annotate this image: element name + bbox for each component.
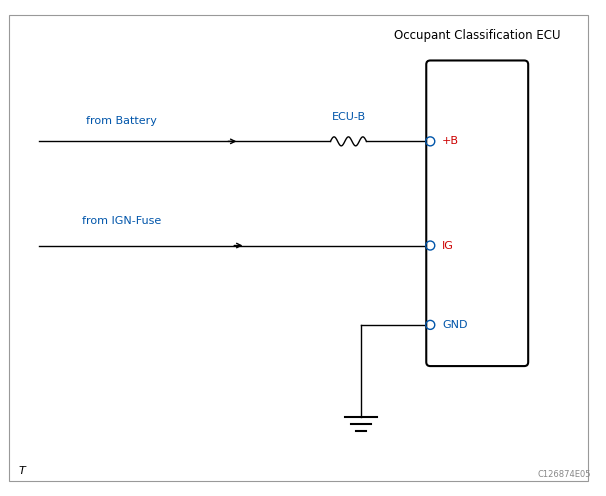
Text: from IGN-Fuse: from IGN-Fuse <box>82 216 161 226</box>
Text: ECU-B: ECU-B <box>331 112 365 122</box>
Text: from Battery: from Battery <box>86 117 156 126</box>
Text: T: T <box>18 466 25 476</box>
Text: +B: +B <box>442 136 459 146</box>
Text: IG: IG <box>442 241 454 250</box>
Text: Occupant Classification ECU: Occupant Classification ECU <box>394 29 561 42</box>
Text: C126874E05: C126874E05 <box>538 470 591 479</box>
Text: GND: GND <box>442 320 468 330</box>
